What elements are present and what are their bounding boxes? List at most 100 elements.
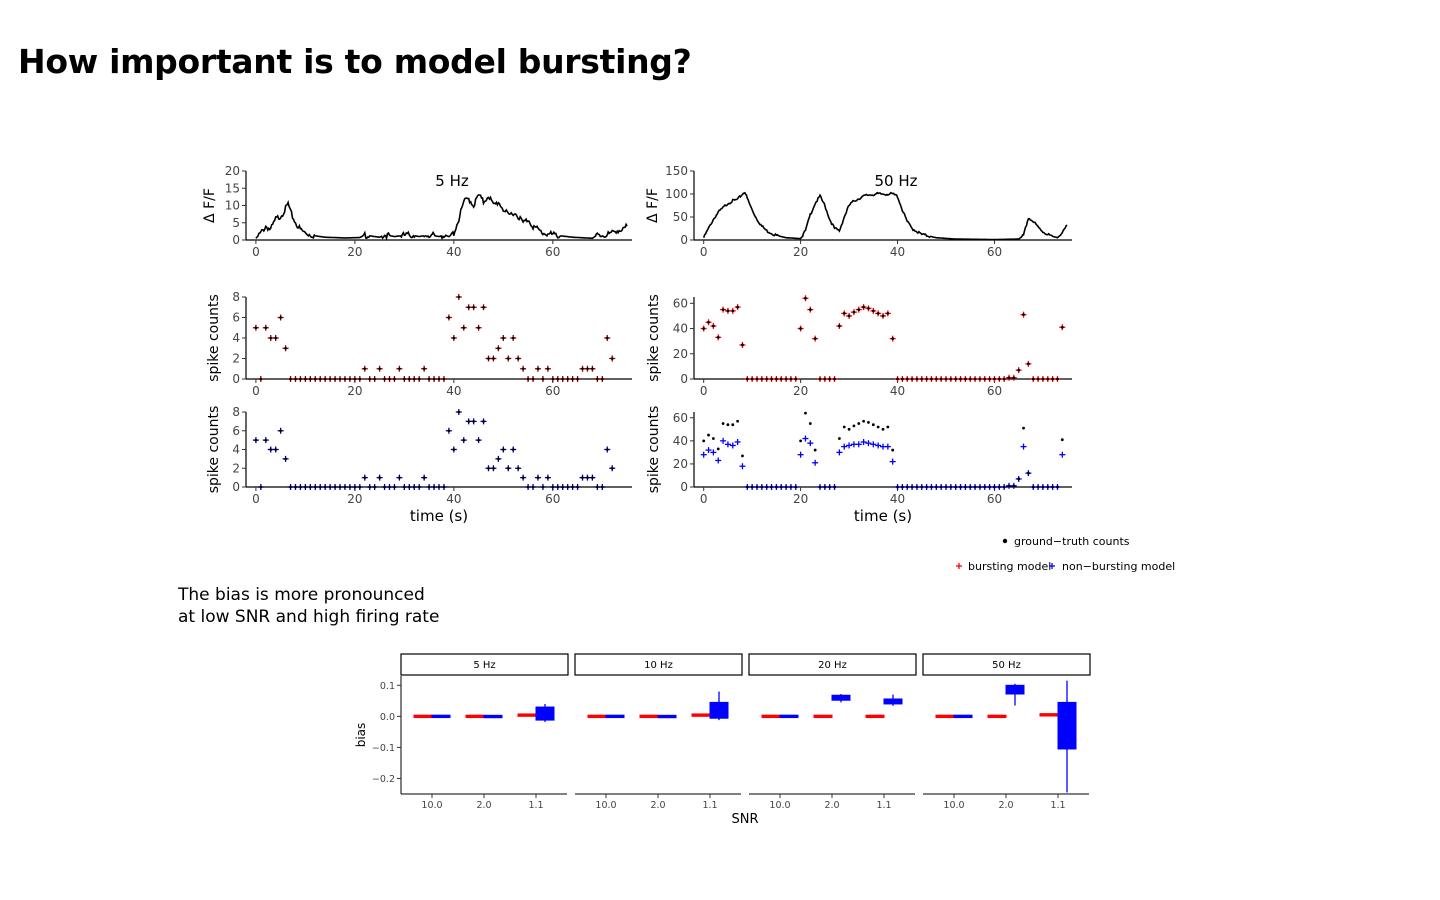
ground-truth-point (526, 377, 530, 381)
ground-truth-point (462, 438, 466, 442)
y-tick-label: 100 (665, 187, 688, 201)
ground-truth-point (452, 336, 456, 340)
ground-truth-point (770, 377, 773, 381)
ground-truth-point (477, 326, 480, 330)
facet-x-tick-label: 1.1 (876, 800, 891, 811)
ground-truth-point (896, 377, 899, 381)
ground-truth-point (482, 420, 485, 423)
bursting-box (1039, 713, 1059, 717)
ground-truth-point (254, 438, 258, 442)
bias-y-axis-label: bias (354, 723, 368, 748)
ground-truth-point (605, 448, 609, 451)
bursting-box (413, 714, 433, 719)
y-tick-label: 40 (673, 434, 688, 448)
ground-truth-point (731, 423, 735, 427)
ground-truth-point (1012, 484, 1016, 488)
ground-truth-point (343, 377, 347, 381)
x-tick-label: 0 (700, 245, 708, 259)
ground-truth-point (1036, 377, 1040, 381)
ground-truth-point (716, 335, 720, 339)
ground-truth-point (745, 485, 749, 489)
ground-truth-point (731, 309, 735, 313)
spike-panel-n5: 0 20 40 60 0 2 4 6 8 spike counts time (s) (206, 405, 632, 525)
ground-truth-point (511, 336, 515, 340)
facet-x-tick-label: 1.1 (528, 800, 543, 811)
ground-truth-point (799, 327, 803, 330)
ground-truth-point (284, 457, 287, 461)
ground-truth-point (338, 377, 342, 381)
facet-x-tick-label: 10.0 (421, 800, 442, 811)
ground-truth-point (373, 377, 376, 381)
y-tick-label: 150 (665, 164, 688, 178)
ground-truth-point (1017, 477, 1021, 481)
ground-truth-point (876, 425, 880, 429)
x-axis-label: time (s) (410, 507, 468, 525)
ground-truth-point (1041, 377, 1045, 381)
bias-facet-5hz: 5 Hz 10.0 2.0 1.1 (400, 653, 569, 811)
ground-truth-point (823, 485, 827, 489)
nonbursting-box (535, 706, 555, 721)
ground-truth-point (482, 305, 485, 309)
ground-truth-point (1041, 485, 1045, 489)
ground-truth-point (920, 377, 924, 381)
ground-truth-point (348, 485, 352, 489)
ground-truth-point (1046, 485, 1050, 489)
ground-truth-point (571, 485, 574, 489)
bias-y-tick-label: −0.2 (372, 774, 395, 785)
legend-bursting-label: bursting model (968, 560, 1051, 573)
legend: ground−truth counts bursting model non−bur… (956, 535, 1175, 573)
ground-truth-point (373, 485, 376, 489)
ground-truth-point (741, 343, 744, 347)
ground-truth-point (566, 377, 569, 381)
ground-truth-point (910, 377, 914, 381)
ground-truth-point (442, 485, 446, 489)
ground-truth-point (506, 357, 510, 360)
ground-truth-point (997, 485, 1001, 489)
ground-truth-point (1026, 362, 1030, 366)
ground-truth-point (403, 485, 406, 489)
ground-truth-point (862, 305, 866, 309)
ground-truth-point (328, 485, 332, 489)
ground-truth-point (279, 316, 282, 319)
ground-truth-point (1012, 376, 1016, 380)
ground-truth-point (804, 411, 807, 415)
ground-truth-point (1036, 485, 1040, 489)
ground-truth-point (857, 308, 861, 312)
ground-truth-point (1051, 377, 1055, 381)
ground-truth-point (828, 485, 832, 489)
ground-truth-point (472, 420, 475, 423)
legend-nonbursting-label: non−bursting model (1062, 560, 1175, 573)
y-tick-label: 15 (225, 181, 240, 195)
ground-truth-point (915, 485, 919, 489)
ground-truth-point (294, 377, 297, 381)
page-title: How important is to model bursting? (18, 42, 692, 81)
ground-truth-point (789, 377, 793, 381)
ground-truth-point (343, 485, 347, 489)
ground-truth-point (581, 476, 584, 479)
ground-truth-point (891, 448, 895, 452)
ground-truth-point (378, 367, 381, 371)
facet-x-tick-label: 1.1 (1050, 800, 1065, 811)
ground-truth-point (1017, 368, 1021, 372)
bias-facet-20hz: 20 Hz 10.0 2.0 1.1 (748, 653, 917, 811)
ground-truth-point (264, 438, 268, 442)
x-tick-label: 20 (793, 245, 808, 259)
x-tick-label: 0 (252, 492, 260, 506)
ground-truth-point (487, 357, 490, 360)
ground-truth-point (818, 377, 822, 381)
ground-truth-point (591, 476, 594, 479)
nonbursting-box (883, 698, 903, 705)
y-tick-label: 0 (232, 480, 240, 494)
ground-truth-point (274, 448, 277, 451)
ground-truth-point (412, 485, 416, 489)
ground-truth-point (726, 309, 730, 313)
y-axis-label: spike counts (646, 294, 662, 382)
y-tick-label: 60 (673, 411, 688, 425)
y-tick-label: 8 (232, 405, 240, 419)
ground-truth-point (516, 357, 520, 360)
y-tick-label: 0 (232, 372, 240, 386)
nonbursting-box (657, 714, 677, 719)
ground-truth-point (818, 485, 822, 489)
nonbursting-box (1057, 701, 1077, 750)
ground-truth-point (1022, 313, 1025, 317)
